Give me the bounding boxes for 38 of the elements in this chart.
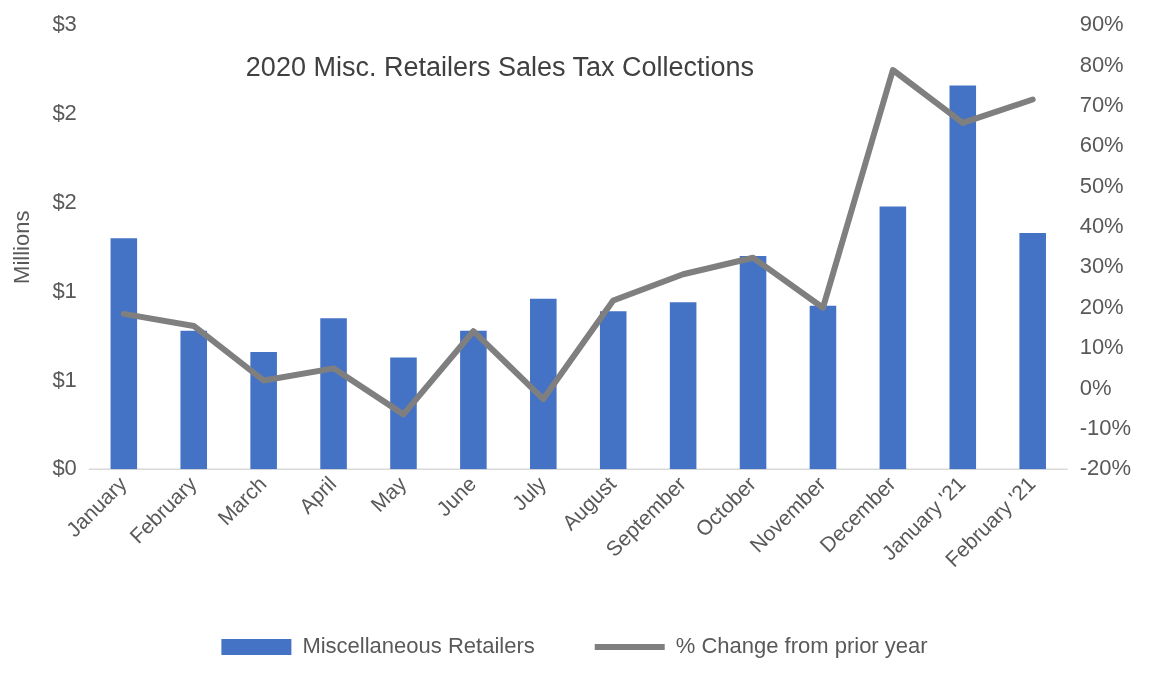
y2-tick-label: 90% — [1079, 11, 1124, 37]
legend-label: % Change from prior year — [675, 633, 928, 659]
legend-label: Miscellaneous Retailers — [302, 633, 535, 659]
y2-tick-label: 50% — [1079, 172, 1124, 198]
bar — [809, 305, 837, 470]
bar — [1019, 233, 1046, 470]
y-tick-label: $3 — [52, 11, 77, 37]
y2-tick-label: 40% — [1079, 213, 1124, 239]
y-tick-label: $0 — [52, 455, 77, 481]
y-tick-label: $2 — [52, 188, 77, 214]
bar — [669, 302, 697, 470]
bar — [739, 256, 767, 470]
y2-tick-label: 60% — [1079, 132, 1124, 158]
y2-tick-label: -20% — [1079, 455, 1131, 481]
x-tick-label: May — [366, 471, 411, 517]
y-tick-label: $1 — [52, 277, 77, 303]
bar — [250, 352, 277, 470]
y2-tick-label: 70% — [1079, 92, 1124, 118]
bar — [180, 330, 208, 470]
bar — [949, 85, 977, 470]
bar — [320, 318, 347, 470]
bar — [879, 206, 907, 470]
y-axis-title: Millions — [9, 210, 35, 284]
bar — [460, 330, 487, 470]
bar — [530, 298, 557, 470]
bar — [599, 311, 627, 470]
bar — [390, 357, 417, 470]
y2-tick-label: 10% — [1079, 334, 1124, 360]
y2-tick-label: 30% — [1079, 253, 1124, 279]
y2-tick-label: -10% — [1079, 414, 1131, 440]
y2-tick-label: 0% — [1079, 374, 1112, 400]
y-tick-label: $1 — [52, 366, 77, 392]
bar — [110, 238, 138, 470]
x-tick-label: July — [507, 471, 551, 515]
y2-tick-label: 80% — [1079, 51, 1124, 77]
y-tick-label: $2 — [52, 100, 77, 126]
y2-tick-label: 20% — [1079, 293, 1124, 319]
text: 2020 Misc. Retailers Sales Tax Collections — [245, 52, 755, 83]
